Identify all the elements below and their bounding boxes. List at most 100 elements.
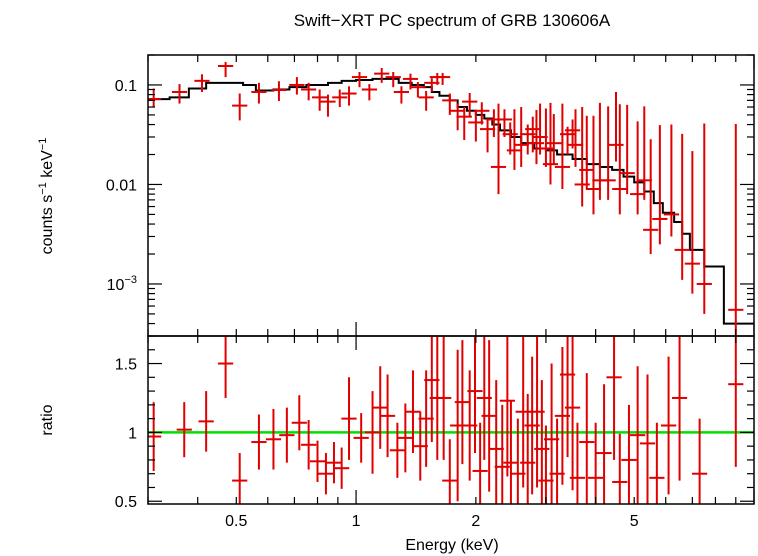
data-point [418, 90, 434, 111]
data-point [334, 447, 350, 489]
y-tick-label: 0.01 [106, 177, 137, 194]
y-tick-label: 0.1 [115, 78, 137, 95]
data-point [639, 374, 656, 504]
data-point [251, 82, 267, 104]
data-point [318, 453, 334, 495]
top-y-axis-label: counts s−1 keV−1 [37, 138, 56, 255]
data-point [674, 133, 690, 280]
x-axis-label: Energy (keV) [405, 537, 498, 554]
data-point [341, 86, 357, 106]
data-point [513, 107, 529, 167]
data-point [479, 118, 496, 153]
data-point [148, 88, 162, 108]
data-point [525, 116, 541, 153]
data-point [649, 422, 665, 504]
top-panel: 0.1 0.01 10−3 counts s−1 keV−1 [37, 54, 755, 337]
data-point [341, 377, 357, 460]
data-point [621, 404, 637, 504]
data-point [600, 106, 616, 200]
data-point [564, 336, 581, 491]
data-point [176, 402, 192, 458]
data-point [436, 336, 452, 460]
data-point [364, 391, 381, 474]
x-tick-label: 1 [352, 513, 361, 530]
data-point [503, 400, 519, 504]
data-point [481, 340, 497, 492]
data-point [588, 422, 604, 504]
data-point [652, 125, 668, 245]
data-point [326, 442, 342, 484]
data-point [596, 384, 612, 504]
data-point [663, 124, 679, 237]
data-point [148, 402, 162, 471]
data-point [405, 370, 421, 454]
data-point [232, 453, 248, 504]
data-point [389, 422, 405, 478]
data-point [546, 114, 562, 165]
data-point [397, 403, 413, 473]
data-points-group [148, 62, 744, 336]
data-point [393, 86, 410, 104]
data-point [271, 81, 287, 101]
data-point [442, 93, 458, 115]
bottom-panel-ticks: 0.5 1 2 5 0.5 1 1.5 [115, 336, 755, 530]
data-point [217, 62, 234, 78]
data-point [361, 84, 377, 101]
data-point [301, 82, 317, 101]
data-point [217, 336, 234, 398]
data-point [351, 71, 368, 88]
data-point [194, 74, 210, 92]
data-point [567, 109, 584, 167]
data-point [619, 104, 635, 195]
data-point [608, 91, 624, 162]
data-point [474, 102, 490, 125]
data-point [499, 336, 515, 477]
top-panel-ticks: 0.1 0.01 10−3 [106, 54, 755, 337]
data-point [265, 408, 282, 470]
data-point [379, 374, 396, 458]
y-tick-label: 0.5 [115, 494, 137, 511]
data-point [630, 366, 646, 504]
data-point [410, 82, 426, 98]
data-point [279, 407, 295, 463]
data-point [506, 109, 523, 170]
bottom-y-axis-label: ratio [39, 404, 56, 435]
data-point [554, 103, 571, 190]
data-point [728, 123, 744, 336]
data-point [692, 418, 708, 504]
data-point [171, 84, 188, 104]
data-point [385, 71, 401, 88]
bottom-panel: 0.5 1 2 5 0.5 1 1.5 ratio Energy (keV) [39, 335, 755, 554]
data-point [301, 420, 317, 470]
data-point [309, 440, 326, 482]
data-point [569, 422, 586, 504]
data-point [435, 72, 451, 85]
chart-title: Swift−XRT PC spectrum of GRB 130606A [294, 11, 611, 30]
data-point [454, 340, 470, 465]
data-point [684, 151, 700, 294]
data-point [232, 93, 248, 121]
data-point [630, 121, 646, 215]
data-point [728, 336, 744, 467]
data-point [312, 89, 328, 111]
data-point [585, 115, 602, 215]
data-point [291, 395, 307, 451]
data-point [592, 102, 608, 200]
data-point [636, 106, 652, 200]
data-point [332, 89, 348, 108]
data-point [372, 366, 388, 449]
y-tick-label: 1 [128, 425, 137, 442]
data-point [251, 414, 267, 470]
data-point [374, 68, 390, 83]
data-point [462, 93, 478, 117]
data-point [643, 139, 659, 255]
y-tick-label: 10−3 [107, 274, 137, 294]
data-point [442, 439, 458, 504]
y-tick-label: 1.5 [115, 357, 137, 374]
bottom-panel-frame [147, 335, 755, 505]
data-point [198, 391, 214, 452]
x-tick-label: 5 [630, 513, 639, 530]
data-point [612, 104, 628, 215]
data-point [612, 433, 628, 504]
